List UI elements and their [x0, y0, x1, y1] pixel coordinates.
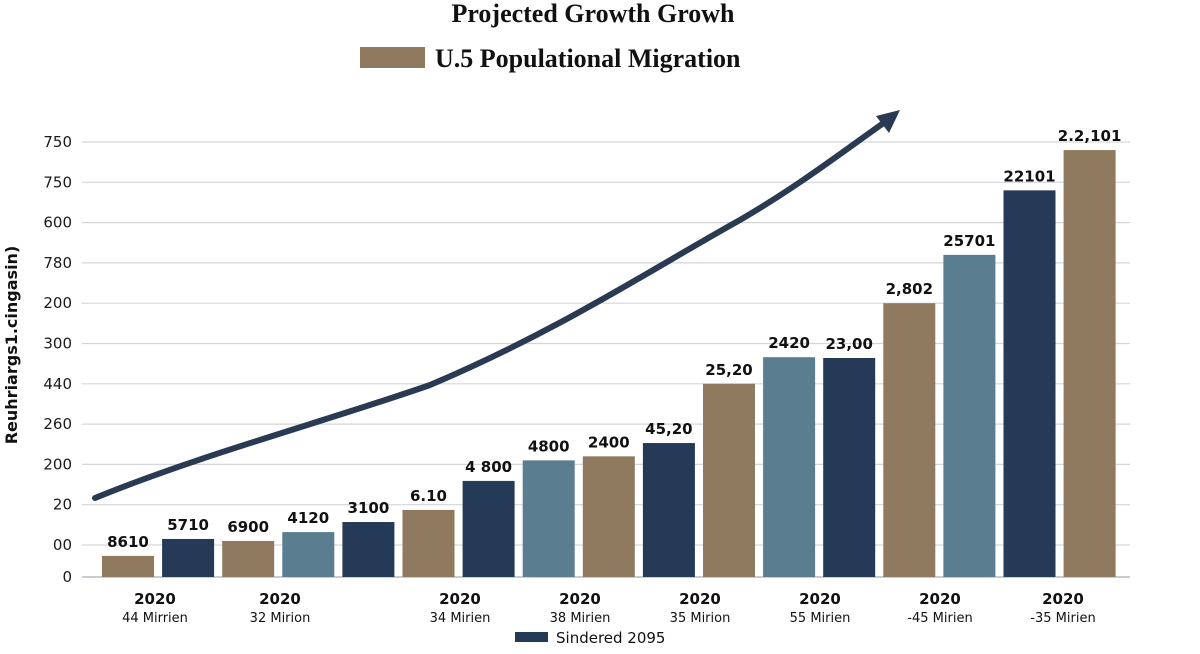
x-tick-sublabel: 32 Mirion [250, 611, 311, 626]
x-tick-sublabel: 55 Mirien [790, 611, 851, 626]
x-tick-year: 2020 [1042, 590, 1084, 608]
bar-value-label: 22101 [1003, 167, 1055, 185]
bar-value-label: 4800 [528, 437, 570, 455]
bar [282, 532, 335, 577]
x-tick-year: 2020 [134, 590, 176, 608]
y-tick-label: 600 [43, 214, 72, 232]
bar-value-label: 23,00 [825, 335, 872, 353]
bar [943, 254, 996, 577]
bar-value-label: 2400 [588, 433, 630, 451]
bars [102, 150, 1116, 578]
bar [883, 303, 936, 577]
bar [222, 540, 275, 577]
bar [1063, 150, 1116, 577]
bar-value-label: 3100 [348, 499, 390, 517]
bar [763, 357, 816, 577]
bar [582, 456, 635, 577]
y-tick-label: 750 [43, 173, 72, 191]
y-tick-label: 20 [53, 496, 72, 514]
bar-value-label: 25701 [943, 232, 995, 250]
y-tick-label: 0 [62, 568, 72, 586]
y-tick-label: 440 [43, 375, 72, 393]
bar [1003, 190, 1056, 578]
y-tick-label: 260 [43, 415, 72, 433]
bar-value-label: 6.10 [410, 487, 447, 505]
bar [642, 443, 695, 577]
bar-value-label: 5710 [167, 516, 209, 534]
x-tick-sublabel: 44 Mirrien [122, 611, 188, 626]
y-tick-label: 00 [53, 536, 72, 554]
bar-value-label: 4 800 [465, 458, 512, 476]
legend-label-sindered: Sindered 2095 [556, 629, 665, 647]
x-tick-year: 2020 [259, 590, 301, 608]
x-tick-year: 2020 [559, 590, 601, 608]
bar [162, 538, 215, 577]
y-tick-label: 200 [43, 294, 72, 312]
x-tick-year: 2020 [919, 590, 961, 608]
bar [402, 509, 455, 577]
x-axis-labels: 2020 44 Mirrien 2020 32 Mirion 2020 34 Mirien… [122, 590, 1096, 626]
x-tick-sublabel: 34 Mirien [430, 611, 491, 626]
y-tick-label: 750 [43, 133, 72, 151]
bar [522, 460, 575, 577]
chart-title: Projected Growth Growh [451, 0, 735, 28]
bar-value-label: 8610 [107, 533, 149, 551]
x-tick-year: 2020 [439, 590, 481, 608]
bar [823, 358, 876, 577]
bar-value-label: 2,802 [886, 280, 933, 298]
trend-arrow-head-icon [876, 110, 900, 133]
x-tick-sublabel: 35 Mirion [670, 611, 731, 626]
bar [102, 555, 154, 577]
y-axis-label: Reuhriargs1.cingasin) [2, 246, 21, 445]
x-tick-sublabel: 38 Mirien [550, 611, 611, 626]
trend-arrow [92, 110, 900, 501]
x-tick-year: 2020 [799, 590, 841, 608]
legend-label-migration: U.5 Populational Migration [435, 44, 741, 73]
y-tick-label: 200 [43, 455, 72, 473]
bar-value-label: 25,20 [705, 361, 752, 379]
y-tick-label: 780 [43, 254, 72, 272]
bar-value-label: 6900 [227, 518, 269, 536]
bar [342, 522, 395, 577]
bar-value-label: 45,20 [645, 420, 692, 438]
bar-value-label: 2.2,101 [1058, 127, 1122, 145]
bar-value-label: 4120 [287, 509, 329, 527]
bar [462, 480, 515, 577]
legend-swatch-sindered [515, 632, 548, 642]
x-tick-sublabel: -35 Mirien [1030, 611, 1095, 626]
y-tick-label: 300 [43, 335, 72, 353]
x-tick-year: 2020 [679, 590, 721, 608]
bar-value-label: 2420 [768, 334, 810, 352]
bar [703, 383, 755, 577]
trend-arrow-line [92, 119, 888, 501]
x-tick-sublabel: -45 Mirien [907, 611, 972, 626]
bar-labels: 8610 5710 6900 4120 3100 6.10 4 800 4800 2400 45,… [107, 127, 1121, 551]
legend-swatch-migration [360, 47, 425, 68]
